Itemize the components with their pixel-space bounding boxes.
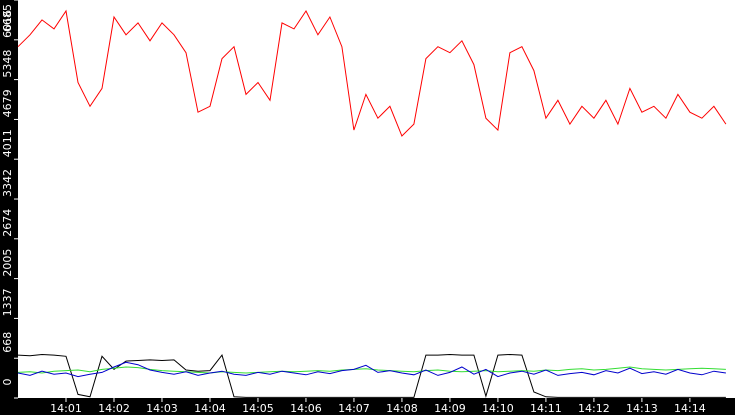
x-tick-label: 14:01 [50,402,82,415]
x-axis-strip [0,398,735,415]
y-axis-strip [0,0,18,415]
x-tick-label: 14:13 [626,402,658,415]
y-tick-label: 0 [1,379,14,386]
x-tick-label: 14:07 [338,402,370,415]
series-line [17,361,726,378]
x-tick-label: 14:14 [674,402,706,415]
x-tick-label: 14:12 [578,402,610,415]
y-tick-label: 2005 [1,249,14,277]
y-tick-label: 4679 [1,89,14,117]
x-tick-label: 14:04 [194,402,226,415]
y-tick-label: 6685 [1,4,14,32]
series-line [17,9,727,137]
x-tick-label: 14:08 [386,402,418,415]
y-tick-label: 4011 [1,129,14,157]
y-tick-label: 2674 [1,209,14,237]
x-tick-label: 14:09 [434,402,466,415]
x-tick-label: 14:03 [146,402,178,415]
series-line [17,353,726,398]
x-tick-label: 14:10 [482,402,514,415]
y-tick-label: 5348 [1,50,14,78]
y-tick-label: 3342 [1,169,14,197]
y-tick-label: 668 [1,332,14,353]
y-tick-label: 1337 [1,288,14,316]
x-tick-label: 14:05 [242,402,274,415]
y-tick-label: 6016 [1,10,14,38]
x-tick-label: 14:02 [98,402,130,415]
x-tick-label: 14:11 [530,402,562,415]
x-tick-label: 14:06 [290,402,322,415]
